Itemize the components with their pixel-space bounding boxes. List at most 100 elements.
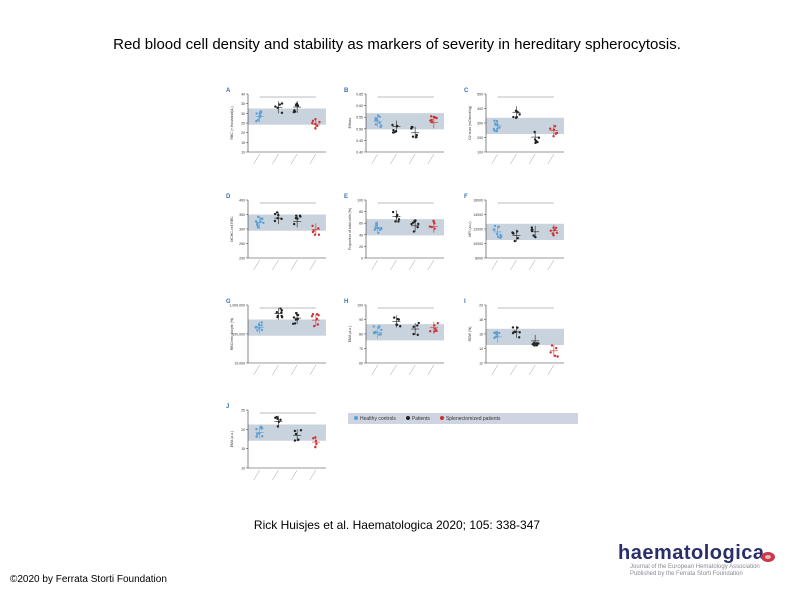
data-point (315, 442, 318, 445)
x-tick-label (371, 364, 378, 376)
x-tick-label (253, 259, 260, 271)
normal-range-band (366, 219, 444, 236)
x-tick-label (491, 259, 498, 271)
slide-title: Red blood cell density and stability as … (113, 36, 681, 53)
y-tick-label: 40 (359, 233, 363, 237)
data-point (534, 141, 537, 145)
y-axis-label: RBC/reticulocyte (%) (230, 318, 234, 350)
data-point (312, 437, 315, 440)
data-point (499, 236, 502, 240)
y-tick-label: 12 (479, 362, 483, 366)
data-point (433, 330, 436, 333)
data-point (415, 133, 418, 137)
data-point (492, 228, 496, 231)
data-point (311, 121, 314, 125)
x-tick-label (528, 153, 536, 165)
panel-letter: E (344, 194, 348, 200)
normal-range-band (366, 324, 444, 341)
normal-range-band (248, 424, 326, 441)
data-point (391, 210, 395, 214)
y-tick-label: 15 (241, 447, 245, 451)
data-point (273, 219, 277, 223)
data-point (317, 227, 320, 230)
data-point (394, 129, 398, 133)
y-tick-label: 20 (359, 245, 363, 249)
data-point (314, 445, 317, 449)
data-point (375, 224, 378, 227)
normal-range-band (486, 328, 564, 346)
y-tick-label: 0.40 (356, 151, 363, 155)
x-tick-label (491, 153, 498, 165)
x-tick-label (371, 259, 378, 271)
data-point (554, 346, 558, 350)
y-tick-label: 350 (239, 213, 245, 217)
y-tick-label: 80 (359, 333, 363, 337)
data-point (311, 119, 315, 123)
y-tick-label: 10000 (473, 242, 483, 246)
data-point (262, 221, 265, 224)
data-point (374, 123, 378, 126)
x-tick-label (290, 364, 298, 376)
data-point (256, 118, 260, 122)
x-tick-label (547, 364, 555, 376)
data-point (254, 220, 258, 223)
figure-canvas: A 40 35 30 25 20 15 10 RBC (× thousand/μL) B 0.65 0… (226, 88, 564, 481)
data-point (258, 327, 261, 330)
y-tick-label: 80 (359, 210, 363, 214)
x-tick-label (528, 259, 536, 271)
data-point (534, 235, 537, 239)
data-point (436, 321, 439, 325)
data-point (398, 325, 402, 328)
y-tick-label: 200 (477, 136, 483, 140)
data-point (380, 328, 383, 332)
y-tick-label: 20 (479, 304, 483, 308)
legend-item-splenectomized: Splenectomized patients (439, 416, 500, 422)
data-point (294, 318, 298, 321)
data-point (415, 135, 418, 139)
data-point (292, 222, 296, 226)
data-point (394, 220, 397, 223)
data-point (315, 312, 319, 316)
y-tick-label: 400 (239, 199, 245, 203)
y-axis-label: MFI (a.u.) (468, 221, 472, 236)
data-point (379, 333, 382, 336)
data-point (372, 325, 376, 328)
y-tick-label: 100 (357, 304, 363, 308)
data-point (393, 316, 396, 319)
data-point (549, 351, 552, 354)
x-tick-label (390, 259, 397, 271)
y-axis-label: MCHC-cell RBC (230, 216, 234, 242)
data-point (314, 126, 317, 130)
data-point (315, 317, 319, 321)
data-point (260, 328, 264, 332)
data-point (552, 226, 555, 229)
data-point (412, 230, 416, 233)
citation: Rick Huisjes et al. Haematologica 2020; … (253, 518, 541, 532)
x-tick-label (547, 259, 555, 271)
data-point (429, 330, 432, 333)
y-tick-label: 8000 (475, 257, 483, 261)
y-tick-label: 25 (241, 409, 245, 413)
logo-wordmark: haematologica (618, 542, 765, 564)
data-point (532, 234, 535, 237)
data-point (276, 425, 280, 428)
x-tick-label (253, 364, 260, 376)
data-point (511, 326, 515, 329)
data-point (292, 316, 296, 319)
data-point (313, 233, 317, 236)
y-axis-label: O2 scan (mOsmol/kg) (468, 106, 472, 140)
data-point (412, 325, 415, 328)
data-point (552, 233, 555, 237)
data-point (535, 342, 539, 345)
data-point (295, 214, 298, 217)
data-point (276, 106, 279, 110)
y-tick-label: 300 (477, 122, 483, 126)
data-point (417, 321, 420, 325)
data-point (256, 224, 259, 227)
cell-logo-icon (761, 552, 775, 562)
data-point (513, 239, 517, 243)
data-point (256, 226, 260, 229)
data-point (298, 214, 302, 217)
data-point (430, 118, 433, 122)
x-tick-label (427, 153, 435, 165)
